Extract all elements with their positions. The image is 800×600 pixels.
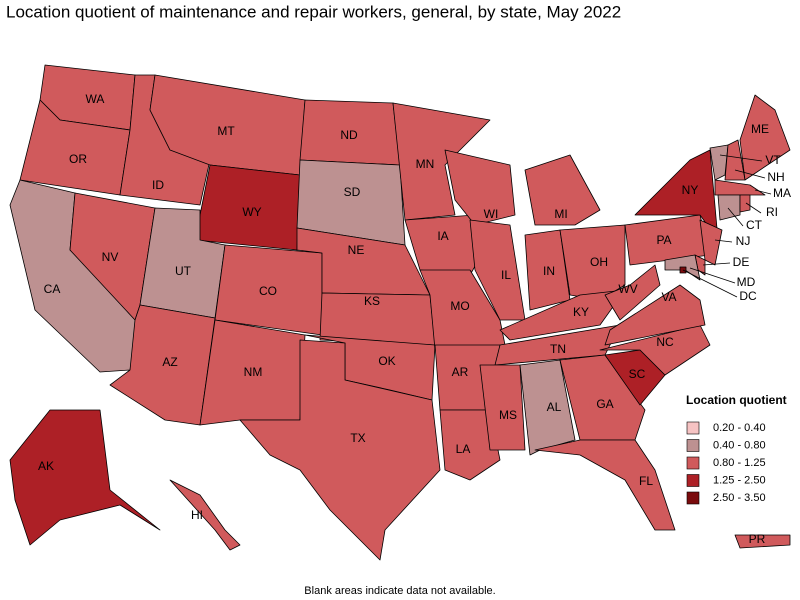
state (717, 194, 741, 221)
state (9, 409, 161, 546)
state-label: FL (639, 474, 653, 488)
state-label: VA (661, 290, 676, 304)
state-label: SD (344, 185, 361, 199)
state-label: WY (242, 205, 261, 219)
legend-swatch (686, 491, 700, 505)
state-label: AZ (162, 355, 177, 369)
legend-title: Location quotient (686, 393, 787, 407)
state-label: MO (450, 299, 469, 313)
leader-line (702, 262, 731, 266)
state (739, 194, 751, 213)
leader-line (689, 267, 736, 284)
state-label: GA (596, 397, 613, 411)
legend-label: 2.50 - 3.50 (713, 492, 766, 504)
state (739, 94, 791, 181)
state-label: TN (550, 342, 566, 356)
state (714, 179, 766, 196)
state (439, 409, 501, 481)
state-label: NJ (736, 234, 751, 248)
legend-label: 0.40 - 0.80 (713, 439, 766, 451)
state-label: NE (348, 243, 365, 257)
state-label: PA (656, 233, 671, 247)
state-label: ID (152, 178, 164, 192)
state (524, 154, 601, 226)
state-label: TX (350, 431, 365, 445)
state (534, 439, 676, 531)
state-label: PR (749, 532, 766, 546)
state-label: OK (378, 354, 395, 368)
state (559, 354, 646, 441)
state (699, 219, 723, 266)
leader-line (754, 189, 772, 195)
legend-swatch (686, 474, 700, 487)
state-label: WI (484, 207, 499, 221)
state-label: CA (44, 282, 61, 296)
legend-swatch (686, 439, 700, 452)
state-label: VT (765, 153, 781, 167)
leader-line (714, 239, 733, 243)
state-label: HI (191, 508, 203, 522)
state-label: KS (364, 294, 380, 308)
legend-swatch (686, 456, 700, 470)
state-label: DC (739, 289, 757, 303)
state-label: NY (682, 183, 699, 197)
state-label: LA (456, 442, 471, 456)
legend-label: 1.25 - 2.50 (713, 474, 766, 486)
state (392, 102, 491, 221)
footnote: Blank areas indicate data not available. (304, 585, 495, 597)
legend-swatch (686, 421, 700, 435)
state-label: SC (629, 367, 646, 381)
state-label: CT (746, 218, 763, 232)
state-label: NV (102, 250, 119, 264)
state-label: MS (499, 408, 517, 422)
state-label: MA (773, 186, 791, 200)
state-label: OR (69, 152, 87, 166)
state-label: MN (416, 157, 435, 171)
state (734, 534, 791, 549)
state-label: IA (437, 229, 448, 243)
legend-label: 0.80 - 1.25 (713, 457, 766, 469)
state-label: WV (618, 282, 637, 296)
state (604, 284, 706, 346)
state (479, 364, 526, 451)
state-label: UT (175, 264, 192, 278)
state-label: OH (590, 255, 608, 269)
state-label: NC (656, 335, 674, 349)
state-label: NM (244, 365, 263, 379)
state (239, 339, 441, 561)
leader-line (719, 154, 763, 162)
state (604, 264, 661, 321)
state (634, 149, 719, 241)
state-label: KY (573, 305, 589, 319)
state-label: ND (340, 128, 358, 142)
states (9, 64, 791, 561)
state-label: AL (547, 400, 562, 414)
leader-line (745, 202, 762, 214)
state-label: MD (737, 275, 756, 289)
leader-line (727, 207, 744, 227)
state (709, 144, 729, 181)
state-label: MI (554, 207, 567, 221)
state (444, 149, 516, 226)
leader-line (734, 169, 766, 179)
state (469, 219, 526, 321)
map-title: Location quotient of maintenance and rep… (6, 2, 621, 21)
legend-label: 0.20 - 0.40 (713, 422, 766, 434)
state-label: AK (38, 459, 54, 473)
state-label: IL (501, 268, 511, 282)
leader-line (682, 269, 738, 298)
state-label: NH (767, 170, 784, 184)
state-label: DE (733, 255, 750, 269)
state-label: IN (543, 264, 555, 278)
state-label: MT (217, 124, 235, 138)
state-label: ME (751, 122, 769, 136)
state-label: AR (452, 365, 469, 379)
state-label: CO (259, 284, 277, 298)
state-label: RI (766, 205, 778, 219)
state (169, 479, 241, 551)
state-labels: WA OR CA NV ID MT WY UT CO AZ NM ND SD NE KS OK TX MN IA MO… (38, 92, 791, 546)
state-label: WA (86, 92, 105, 106)
